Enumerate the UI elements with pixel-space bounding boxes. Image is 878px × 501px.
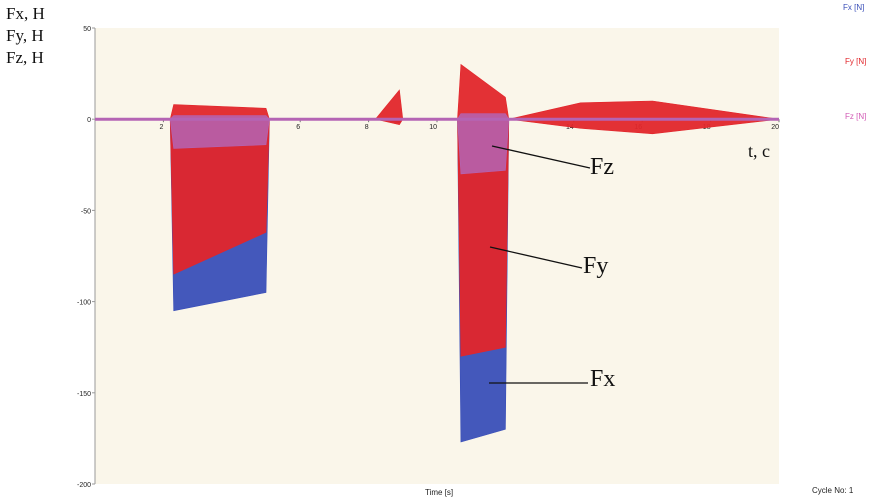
legend-fy: Fy [N]: [845, 57, 867, 66]
fx-unit-label: Fx, H: [6, 4, 45, 23]
cycle-number: Cycle No: 1: [812, 486, 854, 495]
x-axis-title: Time [s]: [425, 488, 454, 497]
callout-fy-line: [489, 246, 583, 269]
x-tick-label: 14: [566, 124, 574, 131]
x-tick-label: 2: [159, 124, 163, 131]
x-tick-label: 10: [429, 124, 437, 131]
y-tick-label: -150: [77, 391, 91, 398]
legend-fz: Fz [N]: [845, 112, 867, 121]
time-unit-label: t, c: [748, 141, 770, 161]
y-tick-label: -100: [77, 300, 91, 307]
x-tick-label: 8: [365, 124, 369, 131]
y-tick-label: -50: [81, 208, 91, 215]
fy-unit-label: Fy, H: [6, 26, 44, 45]
y-tick-label: 50: [83, 26, 91, 33]
fz-unit-label: Fz, H: [6, 48, 44, 67]
x-tick-label: 6: [296, 124, 300, 131]
callout-fz-line: [491, 145, 591, 169]
y-tick-label: 0: [87, 117, 91, 124]
y-tick-label: -200: [77, 482, 91, 489]
callout-fy: Fy: [583, 253, 609, 279]
x-tick-label: 20: [771, 124, 779, 131]
legend-fx: Fx [N]: [843, 3, 865, 12]
callout-fx: Fx: [590, 366, 616, 392]
series-fz-area: [95, 113, 779, 175]
callout-fz: Fz: [590, 154, 614, 180]
